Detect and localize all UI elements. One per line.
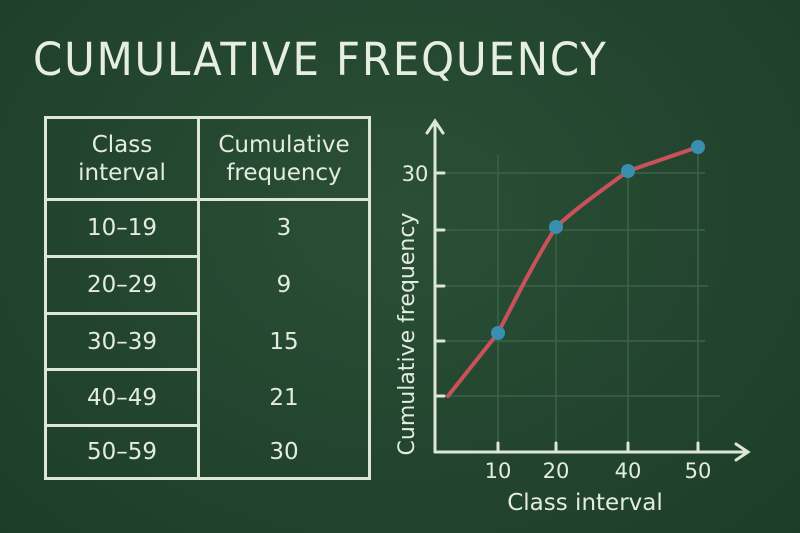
header-text: interval bbox=[78, 159, 166, 186]
grid bbox=[437, 150, 720, 450]
cell-interval: 50–59 bbox=[86, 439, 158, 465]
x-tick-label: 50 bbox=[685, 459, 712, 483]
x-tick-label: 40 bbox=[615, 459, 642, 483]
cell-cf: 9 bbox=[276, 272, 292, 298]
x-tick-label: 10 bbox=[485, 459, 512, 483]
axes bbox=[425, 118, 751, 462]
y-axis-label: Cumulative frequency bbox=[395, 213, 420, 456]
header-class-interval: Class interval bbox=[47, 119, 197, 198]
cell-interval: 20–29 bbox=[86, 272, 158, 298]
header-text: frequency bbox=[226, 159, 342, 186]
cumulative-frequency-line bbox=[446, 145, 700, 398]
row-divider bbox=[47, 255, 197, 258]
page-title: CUMULATIVE FREQUENCY bbox=[33, 33, 608, 86]
header-text: Cumulative bbox=[218, 131, 350, 158]
cell-cf: 30 bbox=[269, 439, 299, 465]
cell-interval: 30–39 bbox=[86, 328, 158, 355]
header-divider bbox=[47, 198, 368, 201]
row-divider bbox=[47, 312, 197, 315]
cell-interval: 10–19 bbox=[86, 215, 158, 241]
cell-cf: 21 bbox=[269, 384, 299, 411]
frequency-table: Class interval Cumulative frequency 10–1… bbox=[44, 116, 371, 480]
cell-cf: 15 bbox=[269, 328, 299, 355]
x-axis-label: Class interval bbox=[507, 490, 663, 516]
header-text: Class bbox=[91, 131, 153, 158]
cell-interval: 40–49 bbox=[86, 384, 158, 411]
y-tick-label: 30 bbox=[402, 162, 429, 186]
header-cumulative-frequency: Cumulative frequency bbox=[200, 119, 368, 198]
cell-cf: 3 bbox=[276, 215, 292, 241]
column-divider bbox=[197, 119, 200, 477]
row-divider bbox=[47, 368, 197, 371]
row-divider bbox=[47, 424, 197, 427]
x-tick-label: 20 bbox=[543, 459, 570, 483]
data-markers bbox=[491, 140, 705, 340]
